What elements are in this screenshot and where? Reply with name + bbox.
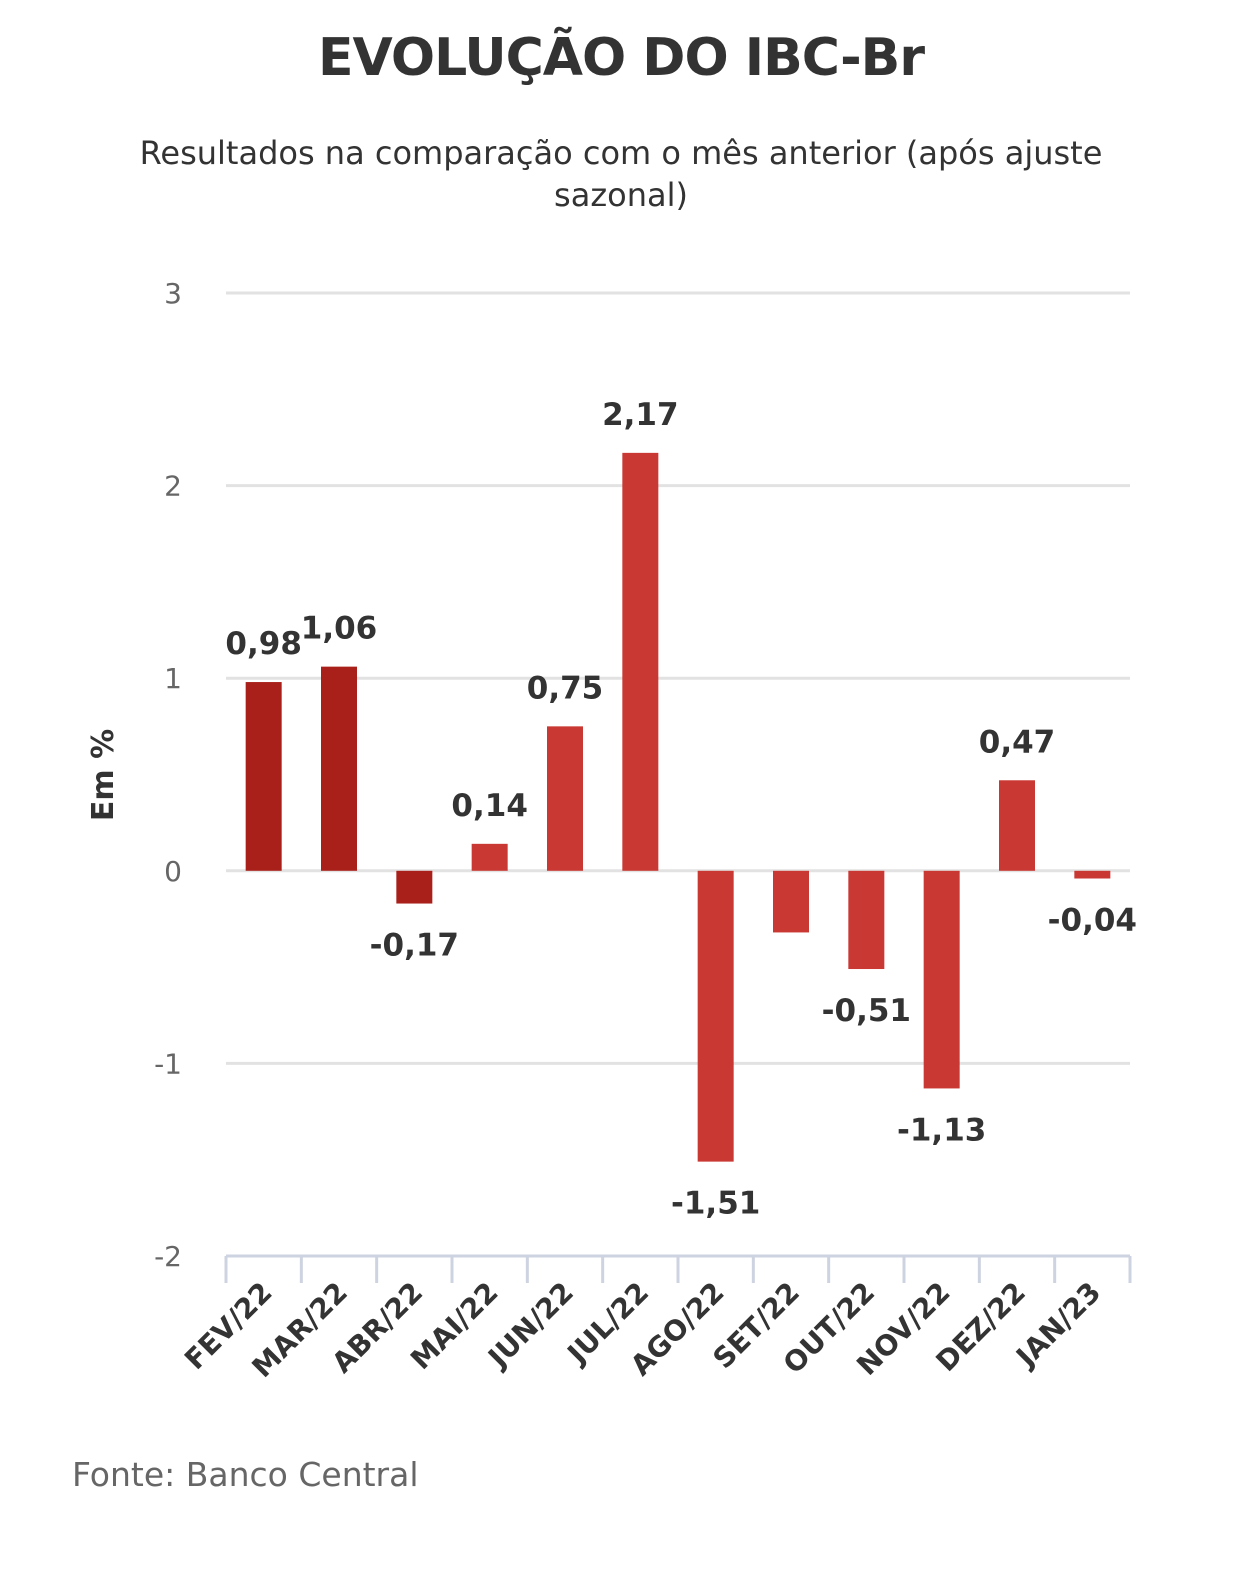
data-labels: 0,981,06 -0,17 0,14 0,75 2,17 -1,51 -0,51 -1,13… xyxy=(225,397,1137,1222)
data-label: -0,17 xyxy=(370,928,459,964)
y-axis-label: Em % xyxy=(86,729,121,821)
data-label: 0,14 xyxy=(451,788,528,824)
bar-abr-22 xyxy=(396,870,433,904)
bar-ago-22 xyxy=(697,870,734,1162)
data-label: -0,04 xyxy=(1048,903,1137,939)
chart-title: EVOLUÇÃO DO IBC-Br xyxy=(318,28,925,88)
data-label: 0,75 xyxy=(527,670,604,706)
data-label: -0,51 xyxy=(822,993,911,1029)
y-tick-label: 0 xyxy=(164,855,182,888)
data-label: 0,98 xyxy=(225,626,302,662)
bar-nov-22 xyxy=(923,870,960,1089)
y-axis-ticks: 3 2 1 0 -1 -2 xyxy=(154,277,182,1273)
bar-chart: 3 2 1 0 -1 -2 0,981,06 -0,17 0,14 0,75 2,17 -1,51 -… xyxy=(86,277,1137,1384)
y-tick-label: -1 xyxy=(154,1047,182,1080)
y-tick-label: 3 xyxy=(164,277,182,310)
bar-jun-22 xyxy=(547,726,583,871)
x-axis: FEV/22MAR/22ABR/22MAI/22JUN/22JUL/22AGO/… xyxy=(178,1254,1132,1384)
data-label: 1,06 xyxy=(301,611,378,647)
bar-jul-22 xyxy=(622,452,659,871)
y-tick-label: 2 xyxy=(164,470,182,503)
y-tick-label: 1 xyxy=(164,662,182,695)
bar-dez-22 xyxy=(999,780,1035,871)
data-label: -1,51 xyxy=(671,1186,760,1222)
bar-mai-22 xyxy=(471,843,508,871)
bar-set-22 xyxy=(773,870,809,933)
gridlines xyxy=(226,291,1130,1065)
data-label: -1,13 xyxy=(897,1112,986,1148)
bar-out-22 xyxy=(848,870,885,970)
source-note: Fonte: Banco Central xyxy=(72,1455,419,1494)
bar-jan-23 xyxy=(1074,870,1111,879)
data-label: 0,47 xyxy=(979,724,1056,760)
data-label: 2,17 xyxy=(602,397,679,433)
bar-fev-22 xyxy=(245,682,282,871)
bar-mar-22 xyxy=(321,666,357,871)
chart-subtitle: Resultados na comparação com o mês anter… xyxy=(139,134,1103,214)
y-tick-label: -2 xyxy=(154,1240,182,1273)
bars xyxy=(245,452,1111,1162)
